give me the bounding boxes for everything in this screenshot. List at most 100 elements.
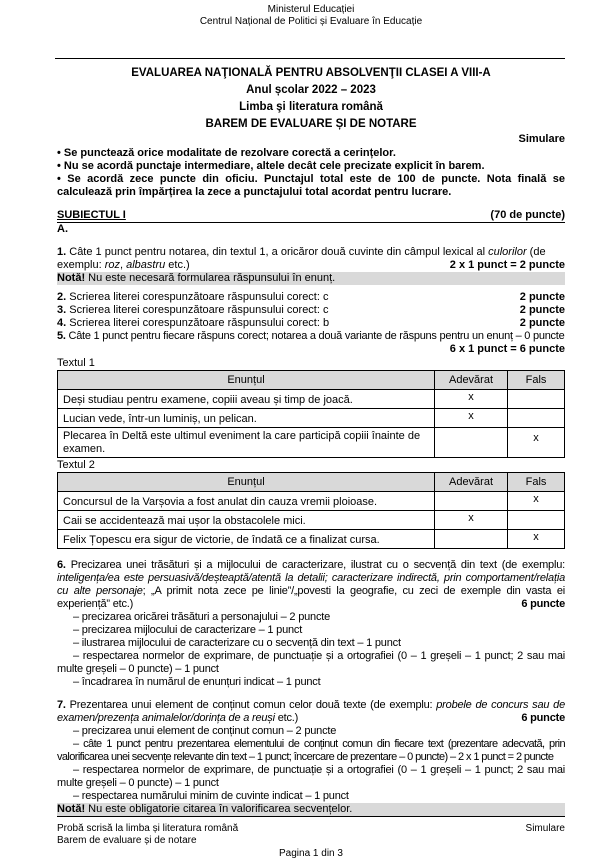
question-number: 5.: [57, 330, 66, 342]
table-row: Lucian vede, într-un luminiș, un pelican…: [57, 408, 565, 428]
question-number: 2.: [57, 291, 67, 303]
text: etc.): [274, 712, 299, 724]
note-label: Notă!: [57, 803, 86, 815]
true-cell: [434, 491, 508, 511]
statement: Deși studiau pentru examene, copiii avea…: [57, 389, 435, 409]
true-cell: x: [434, 510, 508, 530]
false-cell: [507, 408, 565, 428]
rule: • Nu se acordă punctaje intermediare, al…: [57, 160, 485, 172]
question-number: 7.: [57, 699, 66, 711]
column-header: Enunțul: [57, 370, 435, 390]
question-2: 2. Scrierea literei corespunzătoare răsp…: [57, 291, 565, 304]
text: inteligența/ea este persuasivă/deșteaptă…: [57, 572, 565, 597]
text: probele de concurs sau de examen/prezenț…: [57, 699, 565, 724]
subject-heading: SUBIECTUL I (70 de puncte): [57, 209, 565, 223]
criterion: – respectarea normelor de exprimare, de …: [57, 650, 565, 675]
criterion: – ilustrarea mijlocului de caracterizare…: [73, 637, 401, 649]
center-name: Centrul Național de Politici și Evaluare…: [199, 16, 423, 27]
page-footer: Probă scrisă la limba și literatura româ…: [57, 823, 565, 860]
question-number: 1.: [57, 246, 67, 258]
rule: • Se acordă zece puncte din oficiu. Punc…: [57, 173, 565, 198]
note: Notă! Nu este necesară formularea răspun…: [57, 272, 565, 285]
text: etc.): [165, 259, 190, 271]
text: Prezentarea unui element de conținut com…: [65, 699, 437, 711]
question-number: 4.: [57, 317, 67, 329]
criterion: – precizarea mijlocului de caracterizare…: [73, 624, 303, 636]
points: 6 puncte: [521, 712, 565, 724]
table-text-2: Textul 2 Enunțul Adevărat Fals Concursul d…: [57, 459, 565, 549]
text: (de exemplu:: [57, 246, 546, 271]
table-text-1: Textul 1 Enunțul Adevărat Fals Deși studia…: [57, 357, 565, 458]
table-row: Caii se accidentează mai ușor la obstaco…: [57, 510, 565, 530]
statement: Concursul de la Varșovia a fost anulat d…: [57, 491, 435, 511]
table-row: Plecarea în Deltă este ultimul eveniment…: [57, 427, 565, 458]
true-cell: [434, 529, 508, 549]
criterion: – câte 1 punct pentru prezentarea elemen…: [57, 738, 566, 763]
note-text: Nu este necesară formularea răspunsului …: [85, 272, 336, 284]
page-number: Pagina 1 din 3: [279, 848, 343, 859]
text: Scrierea literei corespunzătoare răspuns…: [66, 291, 329, 303]
text: Scrierea literei corespunzătoare răspuns…: [66, 317, 330, 329]
question-6: 6. Precizarea unei trăsături și a mijloc…: [57, 559, 565, 689]
ministry: Ministerul Educației: [267, 4, 355, 15]
column-header: Adevărat: [434, 472, 508, 492]
statement: Plecarea în Deltă este ultimul eveniment…: [57, 427, 435, 458]
table-row: Deși studiau pentru examene, copiii avea…: [57, 389, 565, 409]
text: ,: [119, 259, 127, 271]
false-cell: x: [507, 491, 565, 511]
note-text: Nu este obligatorie citarea în valorific…: [85, 803, 353, 815]
points: 2 x 1 punct = 2 puncte: [449, 259, 565, 271]
question-3: 3. Scrierea literei corespunzătoare răsp…: [57, 304, 565, 317]
points: 2 puncte: [519, 304, 565, 316]
points: 2 puncte: [519, 317, 565, 329]
question-number: 3.: [57, 304, 67, 316]
question-5: 5. Câte 1 punct pentru fiecare răspuns c…: [57, 330, 565, 343]
statement: Caii se accidentează mai ușor la obstaco…: [57, 510, 435, 530]
title-line: EVALUAREA NAŢIONALĂ PENTRU ABSOLVENŢII C…: [131, 67, 491, 79]
questions-2-5: 2. Scrierea literei corespunzătoare răsp…: [57, 291, 565, 357]
question-4: 4. Scrierea literei corespunzătoare răsp…: [57, 317, 565, 330]
note-label: Notă!: [57, 272, 86, 284]
true-cell: [434, 427, 508, 458]
criterion: – precizarea unui element de conținut co…: [73, 725, 337, 737]
false-cell: x: [507, 427, 565, 458]
text: Scrierea literei corespunzătoare răspuns…: [66, 304, 329, 316]
text: albastru: [126, 259, 166, 271]
title-barem: BAREM DE EVALUARE ȘI DE NOTARE: [205, 118, 417, 130]
criterion: – încadrarea în numărul de enunțuri indi…: [73, 676, 321, 688]
section-label: A.: [57, 223, 68, 235]
criterion: – respectarea normelor de exprimare, de …: [57, 764, 565, 789]
column-header: Enunțul: [57, 472, 435, 492]
false-cell: [507, 510, 565, 530]
question-1: 1. Câte 1 punct pentru notarea, din text…: [57, 246, 565, 285]
note: Notă! Nu este obligatorie citarea în val…: [57, 803, 565, 817]
table-row: Concursul de la Varșovia a fost anulat d…: [57, 491, 565, 511]
text: Câte 1 punct pentru notarea, din textul …: [66, 246, 489, 258]
subject-points: (70 de puncte): [490, 209, 565, 221]
column-header: Adevărat: [434, 370, 508, 390]
text: ; „A primit nota zece pe linie”/„povesti…: [57, 585, 565, 610]
answer-table: Enunțul Adevărat Fals Deși studiau pentru …: [57, 370, 565, 458]
footer-exam: Probă scrisă la limba și literatura româ…: [57, 823, 239, 834]
points: 6 x 1 punct = 6 puncte: [449, 343, 565, 355]
document-title: EVALUAREA NAŢIONALĂ PENTRU ABSOLVENŢII C…: [57, 65, 565, 133]
title-subject: Limba şi literatura română: [239, 101, 383, 113]
divider: [55, 58, 565, 59]
points: 2 puncte: [519, 291, 565, 303]
question-number: 6.: [57, 559, 66, 571]
statement: Felix Țopescu era sigur de victorie, de …: [57, 529, 435, 549]
title-year: Anul școlar 2022 – 2023: [246, 84, 376, 96]
false-cell: x: [507, 529, 565, 549]
table-row: Felix Țopescu era sigur de victorie, de …: [57, 529, 565, 549]
answer-table: Enunțul Adevărat Fals Concursul de la Varș…: [57, 472, 565, 549]
table-label: Textul 1: [57, 357, 95, 369]
text: culorilor: [488, 246, 527, 258]
text: Câte 1 punct pentru fiecare răspuns core…: [65, 330, 565, 342]
statement: Lucian vede, într-un luminiș, un pelican…: [57, 408, 435, 428]
question-7: 7. Prezentarea unui element de conținut …: [57, 699, 566, 817]
points: 6 puncte: [521, 598, 565, 610]
true-cell: x: [434, 408, 508, 428]
footer-barem: Barem de evaluare și de notare: [57, 835, 197, 846]
criterion: – respectarea numărului minim de cuvinte…: [73, 790, 349, 802]
text: roz: [104, 259, 120, 271]
